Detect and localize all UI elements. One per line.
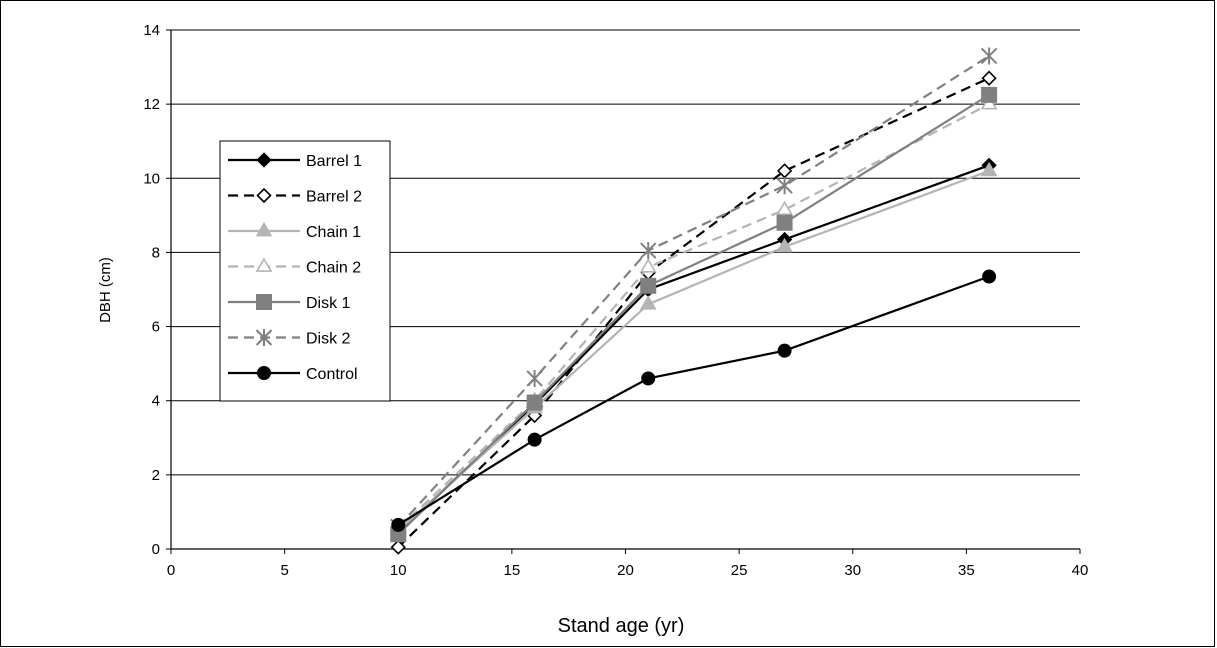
legend-label-3: Chain 1 <box>306 224 361 241</box>
legend-entry-1: Barrel 1 <box>228 152 362 170</box>
data-point-2-1 <box>390 539 406 555</box>
data-point-5-4 <box>776 214 793 231</box>
legend-marker-2 <box>256 187 272 204</box>
legend-marker-7 <box>257 366 271 380</box>
data-point-5-3 <box>640 277 657 294</box>
legend-marker-4 <box>255 257 273 272</box>
data-point-7-5 <box>982 269 997 284</box>
legend-label-2: Barrel 2 <box>306 189 362 206</box>
data-point-4-3 <box>639 258 657 273</box>
legend-entry-4: Chain 2 <box>228 257 361 277</box>
y-tick-label-2: 2 <box>152 467 160 484</box>
data-point-7-1 <box>391 517 406 532</box>
data-point-6-5 <box>980 47 998 65</box>
x-tick-label-35: 35 <box>958 562 975 579</box>
data-point-7-3 <box>641 371 656 386</box>
legend-label-6: Disk 2 <box>306 331 351 348</box>
data-point-4-4 <box>776 200 793 216</box>
legend: Barrel 1 Barrel 2 Chain 1 Chain 2 Disk 1 Disk… <box>219 140 391 402</box>
series-disk-2 <box>390 47 998 536</box>
x-tick-label-40: 40 <box>1072 562 1089 579</box>
x-tick-label-0: 0 <box>167 562 175 579</box>
x-tick-label-10: 10 <box>390 562 407 579</box>
y-tick-label-10: 10 <box>143 170 160 187</box>
data-point-6-3 <box>640 242 657 260</box>
y-axis-label: DBH (cm) <box>97 257 114 323</box>
y-tick-label-12: 12 <box>143 96 160 113</box>
data-point-7-2 <box>527 432 542 447</box>
legend-entry-6: Disk 2 <box>228 329 351 348</box>
axes <box>166 29 1081 554</box>
legend-marker-1 <box>256 152 272 168</box>
tick-labels: 0 2 4 6 8 10 12 14 0 5 10 15 20 25 30 35 40 <box>143 22 1088 579</box>
data-point-6-4 <box>776 177 793 195</box>
x-tick-label-30: 30 <box>844 562 861 579</box>
data-point-5-2 <box>526 394 543 411</box>
legend-label-4: Chain 2 <box>306 260 361 277</box>
x-axis-label: Stand age (yr) <box>558 615 685 637</box>
legend-box <box>219 140 391 402</box>
legend-marker-6 <box>255 329 273 346</box>
y-tick-label-14: 14 <box>143 22 160 39</box>
legend-marker-5 <box>256 294 272 310</box>
y-tick-label-6: 6 <box>152 319 160 336</box>
legend-entry-5: Disk 1 <box>228 294 351 312</box>
series-control <box>391 269 997 532</box>
legend-entry-7: Control <box>228 366 358 383</box>
legend-marker-3 <box>255 221 273 237</box>
data-point-5-5 <box>981 86 998 103</box>
legend-label-7: Control <box>306 366 358 383</box>
data-point-2-5 <box>981 70 997 86</box>
y-tick-label-4: 4 <box>152 393 160 410</box>
x-tick-label-5: 5 <box>280 562 288 579</box>
x-tick-label-20: 20 <box>617 562 634 579</box>
legend-entry-2: Barrel 2 <box>228 187 362 206</box>
legend-label-5: Disk 1 <box>306 295 351 312</box>
data-point-6-2 <box>526 369 543 387</box>
data-point-7-4 <box>777 343 792 358</box>
data-series <box>389 47 998 555</box>
x-tick-label-15: 15 <box>504 562 521 579</box>
y-tick-label-0: 0 <box>152 541 160 558</box>
legend-entry-3: Chain 1 <box>228 221 361 241</box>
data-point-3-3 <box>639 295 657 310</box>
data-point-3-4 <box>776 237 793 253</box>
legend-label-1: Barrel 1 <box>306 153 362 170</box>
data-point-3-5 <box>980 161 998 177</box>
y-tick-label-8: 8 <box>152 244 160 261</box>
x-tick-label-25: 25 <box>731 562 748 579</box>
